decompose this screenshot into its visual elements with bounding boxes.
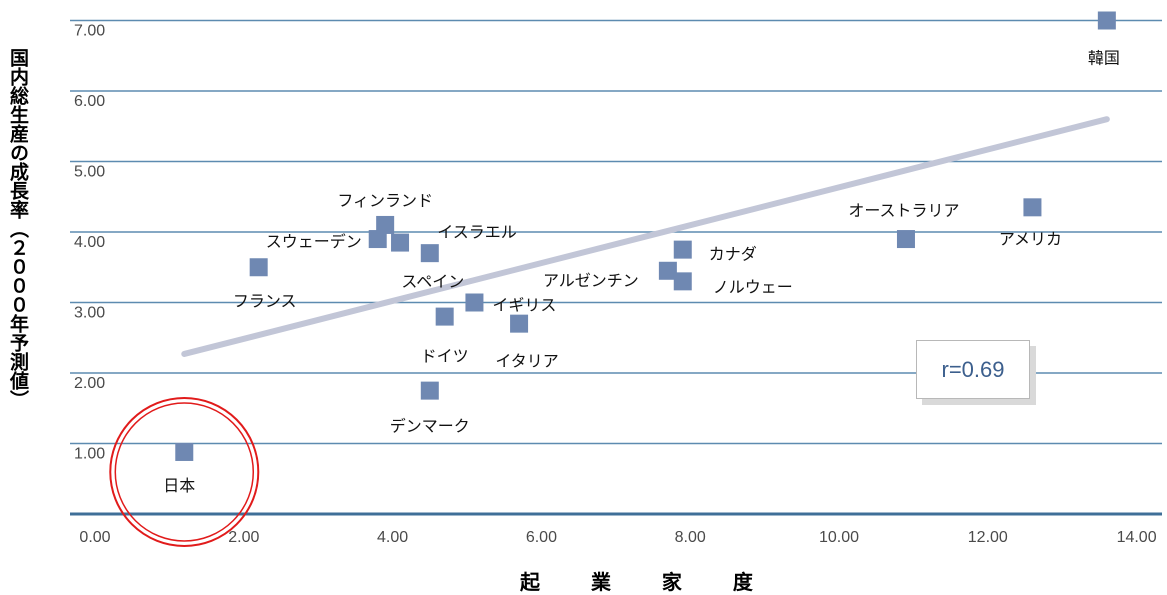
- data-point: [391, 233, 410, 252]
- x-tick-label: 8.00: [675, 529, 706, 546]
- data-point: [1023, 198, 1042, 217]
- data-point: [658, 261, 677, 280]
- point-label: 日本: [163, 476, 195, 495]
- data-point: [673, 240, 692, 259]
- x-tick-label: 4.00: [377, 529, 408, 546]
- point-label: デンマーク: [390, 417, 470, 436]
- highlight-ring-outer: [109, 396, 260, 547]
- y-tick-label: 2.00: [74, 375, 105, 392]
- data-point: [510, 314, 529, 333]
- y-tick-label: 7.00: [74, 23, 105, 40]
- point-label: 韓国: [1088, 49, 1120, 68]
- y-tick-label: 1.00: [74, 446, 105, 463]
- x-axis-label: 起 業 家 度: [520, 570, 775, 594]
- x-axis-ticks: 0.00 2.00 4.00 6.00 8.00 10.00 12.00 14.00: [79, 529, 1156, 546]
- point-label: ノルウェー: [713, 277, 793, 296]
- x-tick-label: 6.00: [526, 529, 557, 546]
- data-point: [420, 244, 439, 263]
- y-tick-label: 6.00: [74, 93, 105, 110]
- x-tick-label: 10.00: [819, 529, 859, 546]
- data-point: [420, 381, 439, 400]
- point-label: イスラエル: [437, 223, 517, 242]
- y-axis-label: 国内総生産の成長率（２０００年予測値）: [7, 48, 29, 409]
- data-point: [896, 230, 915, 249]
- data-point: [376, 215, 395, 234]
- point-label: オーストラリア: [848, 201, 959, 220]
- point-label: イタリア: [495, 352, 558, 371]
- y-axis-ticks: 1.00 2.00 3.00 4.00 5.00 6.00 7.00: [74, 23, 105, 463]
- data-point: [249, 258, 268, 277]
- data-point: [1097, 11, 1116, 30]
- data-point: [435, 307, 454, 326]
- point-label: フィンランド: [337, 191, 433, 210]
- point-label: スペイン: [401, 272, 464, 291]
- correlation-annotation: r=0.69: [916, 340, 1030, 399]
- gridlines: [70, 19, 1162, 516]
- highlight-circle: [109, 396, 260, 547]
- point-label: フランス: [233, 291, 297, 310]
- highlight-ring-inner: [114, 402, 255, 542]
- point-label: ドイツ: [421, 347, 469, 366]
- data-point: [175, 442, 194, 461]
- data-point: [673, 272, 692, 291]
- y-tick-label: 4.00: [74, 234, 105, 251]
- point-label: カナダ: [709, 245, 757, 264]
- y-tick-label: 5.00: [74, 164, 105, 181]
- point-label: スウェーデン: [266, 232, 362, 251]
- data-point: [368, 230, 387, 249]
- x-tick-label: 0.00: [79, 529, 110, 546]
- x-tick-label: 2.00: [228, 529, 259, 546]
- point-label: アルゼンチン: [543, 271, 639, 290]
- y-tick-label: 3.00: [74, 305, 105, 322]
- x-tick-label: 12.00: [968, 529, 1008, 546]
- point-label: アメリカ: [999, 229, 1062, 248]
- point-label: イギリス: [492, 296, 556, 315]
- data-point: [465, 293, 484, 312]
- x-tick-label: 14.00: [1117, 529, 1157, 546]
- data-points: [175, 11, 1116, 461]
- trend-line: [181, 116, 1110, 357]
